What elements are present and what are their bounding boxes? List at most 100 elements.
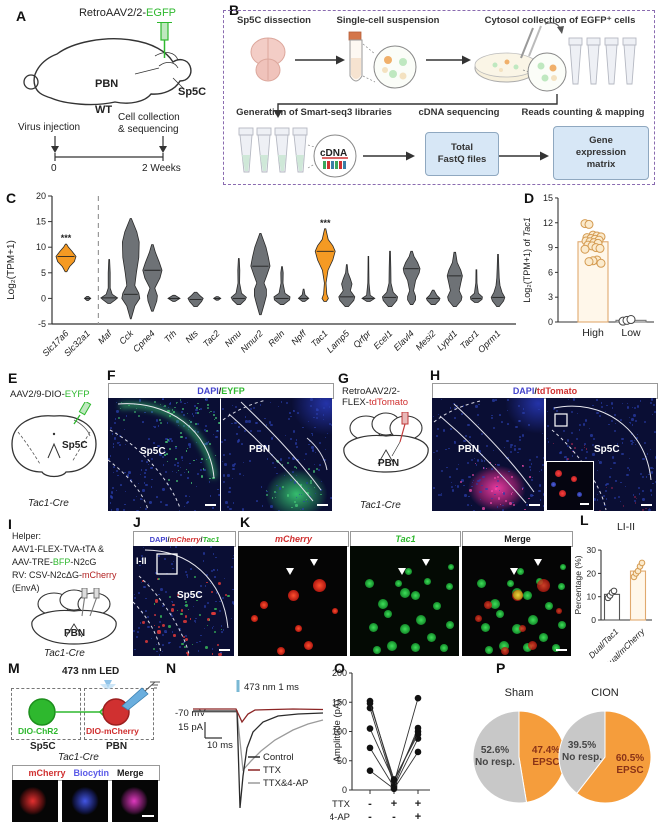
sig-Slc17a6: *** — [61, 233, 72, 243]
svg-text:30: 30 — [587, 545, 597, 555]
cell-dot — [174, 457, 177, 460]
cell-dot — [585, 450, 589, 453]
cell-dot — [518, 404, 521, 408]
cell-dot — [144, 508, 147, 511]
cell-dot — [155, 644, 157, 646]
gene-label-Tac2: Tac2 — [201, 328, 222, 349]
cell-dot — [206, 602, 209, 604]
cell-dot — [109, 455, 112, 457]
cell-dot — [294, 442, 298, 445]
cell-dot — [475, 405, 478, 408]
cell-dot — [143, 482, 146, 484]
cell-dot — [185, 570, 188, 573]
cell-dot — [469, 439, 471, 442]
cell-dot — [212, 507, 214, 509]
svg-text:15 pA: 15 pA — [178, 722, 203, 733]
cell-dot — [148, 438, 151, 441]
panel-a-letter: A — [16, 8, 27, 24]
cell-dot — [255, 421, 258, 424]
cell-dot — [141, 499, 144, 501]
cell-dot — [265, 424, 268, 426]
cell-body — [383, 609, 392, 618]
cell-dot — [546, 425, 549, 428]
cell-dot — [630, 439, 633, 442]
trace-Control — [193, 710, 324, 809]
cell-dot — [630, 442, 634, 446]
cell-dot — [562, 429, 565, 433]
cell-dot — [474, 462, 477, 465]
cell-dot — [437, 493, 440, 497]
cell-dot — [211, 627, 214, 629]
cell-dot — [514, 448, 517, 451]
cell-dot — [275, 460, 277, 462]
micrograph-k-mcherry — [238, 546, 347, 656]
cell-dot — [611, 487, 613, 489]
inset-zoom — [546, 461, 594, 511]
cell-dot — [584, 442, 587, 445]
cell-body — [411, 642, 421, 652]
cell-dot — [213, 631, 217, 634]
cell-dot — [171, 615, 174, 618]
cell-dot — [605, 484, 608, 487]
elbow-arrow — [277, 94, 558, 112]
cell-dot — [493, 476, 496, 480]
cell-dot — [146, 461, 149, 464]
cell-dot — [157, 630, 161, 634]
gene-label-Oprm1: Oprm1 — [476, 328, 503, 355]
cell-dot — [286, 462, 289, 465]
cell-dot — [145, 597, 147, 600]
cell-dot — [175, 446, 177, 448]
sp5c-box — [11, 688, 81, 740]
cell-dot — [312, 450, 314, 452]
cell-dot — [493, 426, 496, 429]
data-point — [414, 748, 422, 756]
cell-dot — [205, 431, 207, 433]
cell-dot — [436, 434, 438, 437]
cell-dot — [206, 404, 209, 407]
cell-dot — [189, 618, 192, 620]
cell-dot — [166, 460, 168, 463]
slice-epsc-CION — [576, 710, 652, 804]
cell-dot — [311, 446, 314, 449]
cell-dot — [155, 572, 158, 574]
cell-dot — [162, 405, 165, 407]
cell-dot — [197, 402, 199, 404]
cell-dot — [175, 447, 177, 449]
scale-bar — [529, 504, 540, 506]
cell-dot — [632, 494, 635, 497]
cell-dot — [628, 457, 631, 460]
cell-dot — [186, 401, 188, 404]
cell-dot — [639, 400, 642, 402]
cell-dot — [209, 477, 211, 480]
gene-label-Cck: Cck — [117, 328, 135, 346]
cell-dot — [274, 496, 277, 499]
cell-dot — [220, 628, 222, 630]
cell-body — [445, 620, 454, 629]
cell-dot — [538, 484, 541, 487]
cell-dot — [186, 653, 190, 656]
cell-dot — [212, 648, 214, 650]
cell-dot — [258, 446, 261, 449]
cell-dot — [631, 418, 634, 421]
gene-label-Qrfpr: Qrfpr — [351, 328, 373, 350]
cell-dot — [613, 497, 617, 500]
label-pbn-a: PBN — [95, 78, 119, 90]
cell-dot — [288, 417, 291, 420]
svg-text:0: 0 — [548, 317, 553, 327]
svg-text:No resp.: No resp. — [475, 757, 515, 768]
cell-body — [445, 583, 453, 591]
cell-dot — [650, 402, 653, 405]
cell-dot — [479, 498, 481, 500]
cell-dot — [200, 475, 204, 478]
cell-dot — [606, 483, 609, 486]
label-wt: WT — [95, 104, 113, 116]
cell-dot — [190, 482, 193, 485]
cell-dot — [482, 507, 485, 510]
cell-dot — [241, 442, 244, 445]
cell-dot — [610, 467, 612, 470]
cell-dot — [141, 611, 144, 613]
cell-dot — [145, 609, 147, 612]
cell-dot — [249, 407, 253, 411]
trace-TTX — [193, 708, 324, 724]
cell-dot — [585, 457, 588, 460]
